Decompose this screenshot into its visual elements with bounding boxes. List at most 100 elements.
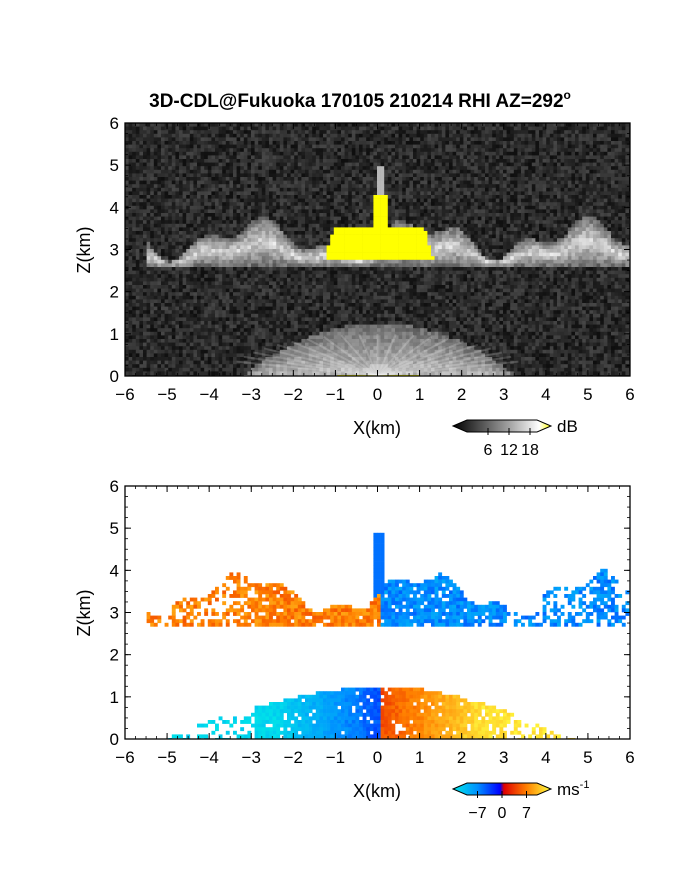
intensity-cell [510, 126, 515, 131]
intensity-cell [261, 198, 266, 203]
intensity-cell [146, 245, 151, 250]
intensity-cell [233, 198, 237, 203]
intensity-cell [495, 155, 500, 160]
intensity-cell [398, 159, 403, 163]
intensity-cell [495, 141, 500, 145]
intensity-cell [240, 249, 245, 253]
intensity-cell [351, 205, 356, 210]
intensity-cell [438, 238, 443, 243]
intensity-cell [438, 151, 443, 156]
intensity-cell [416, 133, 421, 138]
intensity-cell [258, 234, 263, 239]
intensity-cell [535, 216, 540, 221]
intensity-cell [193, 162, 198, 167]
intensity-cell [225, 177, 230, 181]
intensity-cell [233, 130, 237, 135]
intensity-cell [614, 123, 619, 127]
intensity-cell [204, 234, 209, 239]
intensity-cell [153, 144, 158, 149]
intensity-cell [132, 216, 137, 221]
intensity-cell [229, 220, 234, 225]
intensity-cell [431, 126, 435, 131]
intensity-cell [287, 148, 291, 153]
intensity-cell [391, 130, 396, 135]
intensity-cell [438, 205, 443, 210]
intensity-cell [326, 202, 331, 207]
intensity-cell [456, 227, 461, 232]
intensity-cell [150, 205, 155, 210]
intensity-cell [614, 144, 619, 149]
intensity-cell [265, 231, 270, 235]
intensity-cell [222, 184, 227, 189]
intensity-cell [301, 202, 306, 207]
intensity-cell [207, 249, 212, 253]
intensity-cell [395, 216, 399, 221]
intensity-cell [506, 137, 511, 142]
intensity-cell [539, 245, 543, 250]
intensity-cell [333, 220, 338, 225]
intensity-cell [517, 187, 522, 192]
intensity-cell [384, 130, 389, 135]
intensity-cell [294, 180, 299, 185]
intensity-cell [431, 191, 435, 196]
intensity-cell [380, 148, 385, 153]
intensity-cell [337, 213, 342, 217]
intensity-cell [539, 198, 543, 203]
intensity-cell [337, 223, 342, 228]
intensity-cell [369, 213, 374, 217]
intensity-cell [351, 220, 356, 225]
intensity-cell [423, 130, 428, 135]
intensity-cell [233, 173, 237, 178]
intensity-cell [236, 223, 241, 228]
intensity-cell [157, 241, 162, 246]
intensity-cell [578, 209, 583, 214]
intensity-cell [459, 187, 464, 192]
intensity-cell [607, 205, 612, 210]
intensity-cell [179, 130, 183, 135]
intensity-cell [398, 162, 403, 167]
intensity-cell [582, 241, 587, 246]
intensity-cell [542, 231, 547, 235]
intensity-cell [542, 195, 547, 199]
intensity-cell [330, 162, 335, 167]
intensity-cell [391, 234, 396, 239]
intensity-cell [445, 220, 450, 225]
intensity-cell [359, 227, 363, 232]
intensity-cell [125, 191, 129, 196]
intensity-cell [488, 166, 493, 171]
intensity-cell [380, 213, 385, 217]
intensity-cell [582, 155, 587, 160]
intensity-cell [531, 148, 536, 153]
intensity-cell [337, 238, 342, 243]
intensity-cell [240, 159, 245, 163]
intensity-cell [182, 238, 187, 243]
intensity-cell [535, 220, 540, 225]
intensity-cell [499, 223, 504, 228]
intensity-cell [625, 245, 630, 250]
intensity-cell [625, 169, 630, 174]
intensity-cell [218, 223, 223, 228]
intensity-cell [449, 238, 453, 243]
intensity-cell [467, 177, 471, 181]
intensity-cell [348, 213, 353, 217]
intensity-cell [132, 187, 137, 192]
intensity-cell [143, 195, 147, 199]
intensity-cell [225, 151, 230, 156]
intensity-cell [470, 220, 475, 225]
intensity-cell [157, 227, 162, 232]
intensity-cell [413, 159, 417, 163]
intensity-cell [377, 187, 381, 192]
intensity-cell [287, 144, 291, 149]
intensity-cell [251, 234, 255, 239]
intensity-cell [333, 130, 338, 135]
intensity-cell [474, 195, 479, 199]
intensity-cell [215, 126, 219, 131]
intensity-cell [539, 231, 543, 235]
intensity-cell [269, 187, 273, 192]
intensity-cell [611, 213, 615, 217]
intensity-cell [477, 223, 482, 228]
intensity-cell [315, 209, 320, 214]
intensity-cell [344, 166, 349, 171]
intensity-cell [575, 220, 579, 225]
intensity-cell [506, 148, 511, 153]
